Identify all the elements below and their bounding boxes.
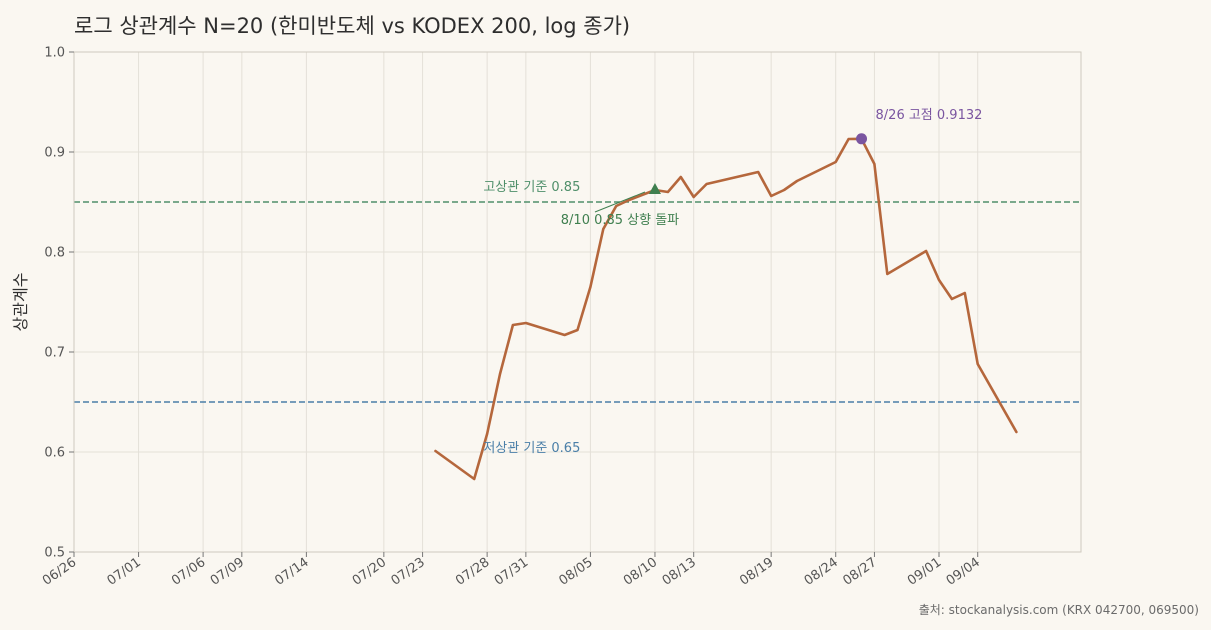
data-point <box>692 196 695 199</box>
breakout-label: 8/10 0.85 상향 돌파 <box>561 213 679 228</box>
data-point <box>847 138 850 141</box>
reference-lines-layer <box>74 201 1081 403</box>
x-tick-label: 08/10 <box>621 555 660 589</box>
chart-title: 로그 상관계수 N=20 (한미반도체 vs KODEX 200, log 종가… <box>74 14 631 38</box>
plot-frame <box>73 51 1082 553</box>
x-tick-label: 09/04 <box>944 555 983 589</box>
y-axis-label: 상관계수 <box>11 273 30 332</box>
x-tick-label: 07/23 <box>389 555 428 589</box>
data-point <box>976 363 979 366</box>
data-point <box>602 228 605 231</box>
source-note: 출처: stockanalysis.com (KRX 042700, 06950… <box>918 603 1199 617</box>
data-point <box>938 279 941 282</box>
peak-marker <box>856 133 868 145</box>
x-tick-label: 07/06 <box>169 555 208 589</box>
y-tick-label: 0.7 <box>44 346 65 361</box>
x-tick-label: 07/01 <box>105 555 144 589</box>
x-tick-label: 08/13 <box>660 555 699 589</box>
x-tick-label: 08/24 <box>802 555 841 589</box>
data-point <box>834 161 837 164</box>
y-tick-label: 0.5 <box>44 546 65 561</box>
data-point <box>563 334 566 337</box>
y-tick-label: 0.8 <box>44 246 65 261</box>
x-tick-label: 08/27 <box>840 555 879 589</box>
data-point <box>589 286 592 289</box>
grid-layer <box>73 51 1081 553</box>
data-point <box>757 171 760 174</box>
data-point <box>576 329 579 332</box>
data-point <box>964 292 967 295</box>
breakout-marker <box>648 183 661 194</box>
data-point <box>770 195 773 198</box>
data-point <box>1015 431 1018 434</box>
data-point <box>951 298 954 301</box>
x-tick-label: 07/28 <box>453 555 492 589</box>
data-point <box>525 322 528 325</box>
y-tick-label: 1.0 <box>44 46 65 61</box>
data-point <box>925 250 928 253</box>
y-tick-label: 0.9 <box>44 146 65 161</box>
data-point <box>473 478 476 481</box>
data-point <box>796 180 799 183</box>
reference-line-label: 고상관 기준 0.85 <box>483 180 580 195</box>
data-point <box>873 163 876 166</box>
data-point <box>486 433 489 436</box>
plot-area <box>74 52 1081 552</box>
x-tick-label: 09/01 <box>905 555 944 589</box>
peak-label: 8/26 고점 0.9132 <box>876 108 983 123</box>
data-point <box>679 176 682 179</box>
x-tick-label: 07/31 <box>492 555 531 589</box>
series-layer <box>434 137 1018 481</box>
data-point <box>434 450 437 453</box>
x-tick-label: 07/09 <box>208 555 247 589</box>
data-point <box>615 205 618 208</box>
x-tick-label: 08/05 <box>556 555 595 589</box>
data-point <box>886 273 889 276</box>
data-point <box>705 183 708 186</box>
y-tick-label: 0.6 <box>44 446 65 461</box>
x-tick-label: 07/14 <box>272 555 311 589</box>
data-point <box>512 324 515 327</box>
series-line <box>434 137 1018 481</box>
reference-line-label: 저상관 기준 0.65 <box>483 441 580 456</box>
annotation-layer: 고상관 기준 0.85 저상관 기준 0.65 8/10 0.85 상향 돌파 8/2… <box>483 108 982 456</box>
data-point <box>667 191 670 194</box>
data-point <box>783 189 786 192</box>
x-tick-label: 08/19 <box>737 555 776 589</box>
data-point <box>499 373 502 376</box>
x-tick-label: 07/20 <box>350 555 389 589</box>
annotation-connector <box>594 191 646 213</box>
